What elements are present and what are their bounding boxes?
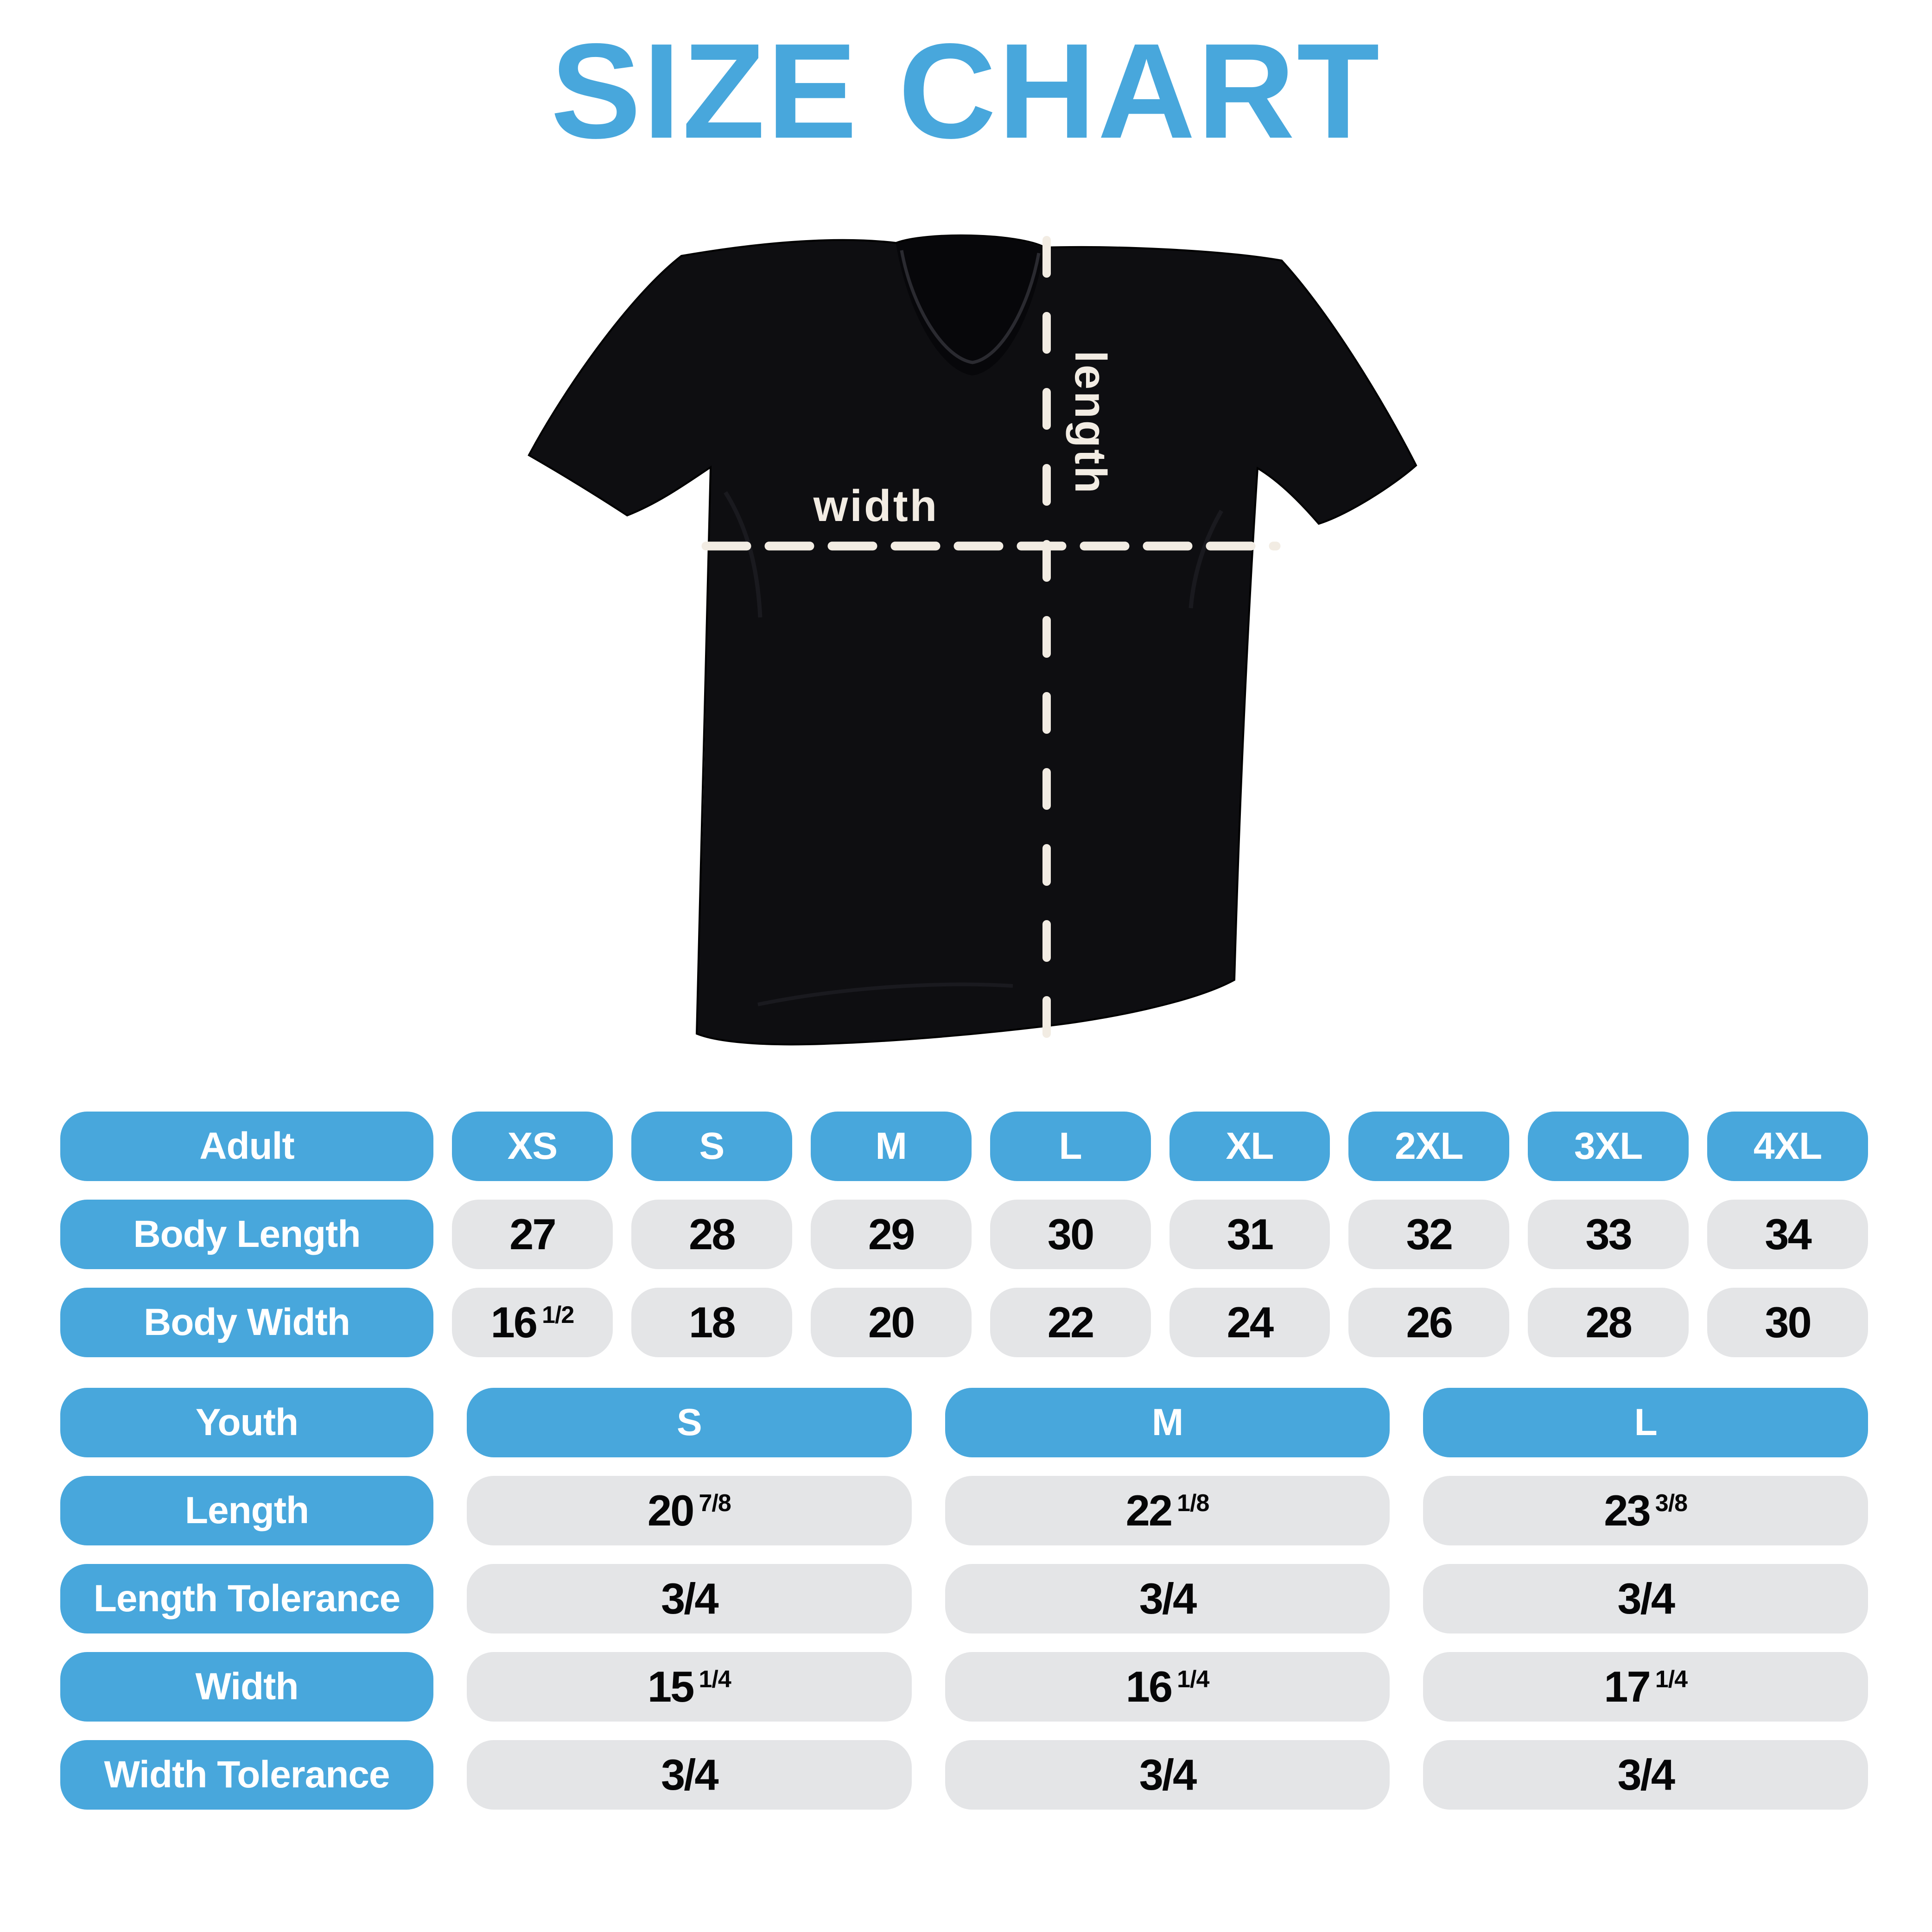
measurement-cell: 29 (810, 1200, 972, 1269)
size-column-header: S (631, 1112, 792, 1181)
measurement-fraction: 7/8 (699, 1490, 731, 1517)
measurement-value: 26 (1406, 1298, 1454, 1347)
measurement-cell: 28 (631, 1200, 792, 1269)
tshirt-collar-shape (896, 235, 1044, 375)
measurement-value: 15 (647, 1662, 695, 1711)
measurement-cell: 3/4 (945, 1740, 1390, 1810)
measurement-value: 28 (1585, 1298, 1633, 1347)
measurement-cell: 18 (631, 1288, 792, 1357)
row-label: Width Tolerance (60, 1740, 433, 1810)
measurement-cell: 3/4 (1423, 1564, 1868, 1633)
measurement-value: 30 (1765, 1298, 1812, 1347)
measurement-value: 20 (868, 1298, 915, 1347)
measurement-value: 23 (1604, 1486, 1651, 1535)
size-column-header: L (1423, 1388, 1868, 1457)
tshirt-wrinkle (1188, 509, 1223, 609)
measurement-value: 33 (1585, 1210, 1633, 1258)
measurement-value: 18 (689, 1298, 736, 1347)
table-header-label: Adult (60, 1112, 433, 1181)
measurement-value: 34 (1765, 1210, 1812, 1258)
measurement-fraction: 1/4 (699, 1666, 731, 1693)
youth-size-table: Youth S M L Length 20 7/8 22 1/8 23 3/8 Length Tole… (60, 1388, 1868, 1810)
adult-size-table: Adult XS S M L XL 2XL 3XL 4XL Body Length 27 28 29 30… (60, 1112, 1868, 1357)
measurement-value: 3/4 (1139, 1574, 1197, 1623)
measurement-cell: 3/4 (1423, 1740, 1868, 1810)
measurement-cell: 30 (1707, 1288, 1868, 1357)
measurement-cell: 32 (1348, 1200, 1510, 1269)
measurement-value: 32 (1406, 1210, 1454, 1258)
tshirt-wrinkle (724, 491, 763, 618)
measurement-cell: 17 1/4 (1423, 1652, 1868, 1722)
measurement-value: 3/4 (661, 1750, 719, 1799)
measurement-value: 22 (1047, 1298, 1095, 1347)
measurement-value: 3/4 (1617, 1750, 1675, 1799)
measurement-value: 22 (1125, 1486, 1173, 1535)
size-column-header: 4XL (1707, 1112, 1868, 1181)
size-column-header: 3XL (1528, 1112, 1689, 1181)
measurement-value: 28 (689, 1210, 736, 1258)
measurement-cell: 16 1/2 (452, 1288, 613, 1357)
measurement-fraction: 1/4 (1655, 1666, 1688, 1693)
size-column-header: XS (452, 1112, 613, 1181)
measurement-cell: 16 1/4 (945, 1652, 1390, 1722)
measurement-fraction: 1/4 (1177, 1666, 1209, 1693)
measurement-fraction: 3/8 (1655, 1490, 1688, 1517)
measurement-cell: 23 3/8 (1423, 1476, 1868, 1545)
measurement-cell: 34 (1707, 1200, 1868, 1269)
measurement-cell: 3/4 (467, 1564, 912, 1633)
page-title: SIZE CHART (551, 15, 1381, 166)
row-label: Length Tolerance (60, 1564, 433, 1633)
tshirt-body-shape (527, 234, 1417, 1046)
measurement-cell: 3/4 (945, 1564, 1390, 1633)
measurement-cell: 24 (1169, 1288, 1330, 1357)
measurement-cell: 27 (452, 1200, 613, 1269)
measurement-value: 20 (647, 1486, 695, 1535)
measurement-cell: 20 7/8 (467, 1476, 912, 1545)
row-label: Body Length (60, 1200, 433, 1269)
row-label: Length (60, 1476, 433, 1545)
measurement-cell: 28 (1528, 1288, 1689, 1357)
measurement-cell: 26 (1348, 1288, 1510, 1357)
measurement-value: 30 (1047, 1210, 1095, 1258)
tshirt-diagram: width length (508, 214, 1428, 1049)
row-label: Body Width (60, 1288, 433, 1357)
measurement-value: 29 (868, 1210, 915, 1258)
tshirt-wrinkle (757, 982, 1013, 1006)
size-column-header: M (945, 1388, 1390, 1457)
measurement-cell: 22 (990, 1288, 1151, 1357)
measurement-value: 27 (509, 1210, 557, 1258)
size-column-header: M (810, 1112, 972, 1181)
width-measure-label: width (813, 481, 939, 531)
measurement-fraction: 1/8 (1177, 1490, 1209, 1517)
measurement-cell: 20 (810, 1288, 972, 1357)
tshirt-collar-seam (900, 250, 1041, 364)
measurement-value: 3/4 (1139, 1750, 1197, 1799)
tshirt-graphic: width length (527, 234, 1417, 1046)
row-label: Width (60, 1652, 433, 1722)
measurement-cell: 3/4 (467, 1740, 912, 1810)
measurement-value: 3/4 (661, 1574, 719, 1623)
measurement-cell: 30 (990, 1200, 1151, 1269)
length-measure-label: length (1066, 350, 1115, 495)
measurement-cell: 33 (1528, 1200, 1689, 1269)
measurement-value: 24 (1227, 1298, 1274, 1347)
size-tables: Adult XS S M L XL 2XL 3XL 4XL Body Length 27 28 29 30… (60, 1112, 1868, 1810)
measurement-value: 16 (490, 1298, 538, 1347)
measurement-value: 16 (1125, 1662, 1173, 1711)
measurement-cell: 31 (1169, 1200, 1330, 1269)
size-column-header: L (990, 1112, 1151, 1181)
table-header-label: Youth (60, 1388, 433, 1457)
measurement-value: 17 (1604, 1662, 1651, 1711)
measurement-value: 3/4 (1617, 1574, 1675, 1623)
measurement-value: 31 (1227, 1210, 1274, 1258)
size-column-header: XL (1169, 1112, 1330, 1181)
size-column-header: 2XL (1348, 1112, 1510, 1181)
measurement-cell: 22 1/8 (945, 1476, 1390, 1545)
measurement-cell: 15 1/4 (467, 1652, 912, 1722)
size-column-header: S (467, 1388, 912, 1457)
measurement-fraction: 1/2 (542, 1302, 574, 1328)
